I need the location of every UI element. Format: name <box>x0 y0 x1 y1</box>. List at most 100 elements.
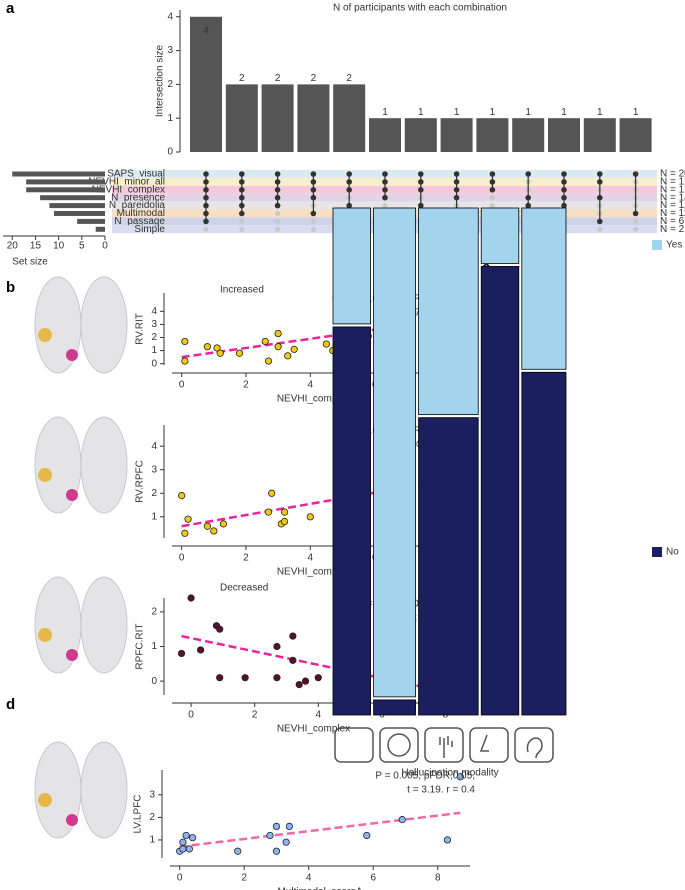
matrix-dot <box>597 179 603 185</box>
bar <box>583 118 616 152</box>
point <box>274 329 282 338</box>
bar <box>476 118 509 152</box>
y-tick-label: 2 <box>151 332 157 343</box>
y-tick-label: 2 <box>149 812 155 823</box>
point <box>184 515 192 523</box>
point <box>216 674 224 682</box>
x-tick-label: 4 <box>308 553 314 564</box>
matrix-dot <box>382 179 388 185</box>
x-tick-label: 6 <box>370 873 376 884</box>
matrix-dot-empty <box>239 218 245 224</box>
bar-value-label: 1 <box>490 107 496 118</box>
x-tick-label: 0 <box>179 380 185 391</box>
bar-value-label: 1 <box>525 107 531 118</box>
matrix-dot-empty <box>310 218 316 224</box>
set-size-bar <box>26 187 106 193</box>
y-tick-label: 3 <box>151 319 157 330</box>
stat-annotation: P = 0.005, pFDR,0.05, <box>375 771 475 782</box>
matrix-dot <box>239 194 245 201</box>
legend-swatch <box>652 547 662 557</box>
point <box>443 836 452 844</box>
set-name: N_presence <box>111 192 165 203</box>
matrix-dot <box>561 187 567 193</box>
mosaic-cell <box>418 207 479 416</box>
bar <box>548 118 580 152</box>
point <box>178 492 186 500</box>
y-tick-label: 0 <box>167 147 173 158</box>
matrix-dot-empty <box>489 203 495 209</box>
point <box>285 822 293 831</box>
point <box>284 352 292 360</box>
matrix-dot-empty <box>275 226 281 232</box>
x-axis-label: Hallucination modality <box>401 768 498 779</box>
matrix-dot <box>489 187 496 193</box>
set-size-label: N = 2 <box>660 224 685 235</box>
matrix-dot <box>597 218 603 225</box>
point <box>301 677 310 685</box>
y-tick-label: 1 <box>149 835 155 846</box>
group-label: Increased <box>220 285 264 296</box>
set-size-tick-label: 5 <box>79 241 85 252</box>
set-size-axis-label: Set size <box>12 257 48 268</box>
fit-line <box>179 811 461 848</box>
y-tick-label: 3 <box>149 789 155 800</box>
set-name: NEVHI_complex <box>92 184 165 195</box>
point <box>273 642 281 651</box>
modality-icons <box>334 727 554 763</box>
matrix-dot <box>489 179 496 185</box>
matrix-dot <box>346 187 353 193</box>
mosaic-cell <box>418 417 479 716</box>
bar-value-label: 1 <box>561 107 567 118</box>
x-tick-label: 4 <box>308 380 314 391</box>
y-axis-label: RV.RIT <box>135 313 146 345</box>
set-size-tick-label: 0 <box>102 241 108 252</box>
bar-value-label: 1 <box>597 107 603 118</box>
matrix-dot-empty <box>239 226 245 232</box>
point <box>181 529 189 537</box>
bar <box>333 84 366 152</box>
mosaic-cell <box>480 266 520 716</box>
matrix-dot <box>346 202 353 209</box>
y-tick-label: 4 <box>151 441 157 452</box>
matrix-dot <box>453 187 460 193</box>
matrix-dot-empty <box>275 210 281 217</box>
x-tick-label: 4 <box>306 873 312 884</box>
fit-line <box>181 634 446 693</box>
point <box>235 349 244 357</box>
point <box>197 646 205 654</box>
y-axis-label: LV.LPFC <box>133 795 144 834</box>
mosaic-cell <box>521 207 567 370</box>
matrix-dot-empty <box>310 226 316 232</box>
matrix-dot <box>453 194 460 201</box>
point <box>213 344 221 352</box>
set-size-tick-label: 20 <box>7 241 19 252</box>
y-tick-label: 4 <box>151 306 157 317</box>
matrix-dot <box>274 194 281 201</box>
panel-label: a <box>6 0 15 17</box>
matrix-dot <box>203 187 209 193</box>
point <box>456 773 464 781</box>
bar <box>619 118 652 152</box>
point <box>290 345 298 353</box>
set-size-bar <box>12 171 105 177</box>
set-size-label: N = 17 <box>660 184 685 195</box>
set-size-tick-label: 15 <box>30 241 42 252</box>
point <box>210 527 218 535</box>
point <box>216 625 224 633</box>
set-size-label: N = 6 <box>660 216 685 227</box>
point <box>314 674 322 682</box>
matrix-dot <box>597 194 603 201</box>
matrix-dot <box>632 210 639 217</box>
set-size-bar <box>26 179 106 185</box>
matrix-dot <box>310 187 317 193</box>
matrix-dot <box>561 194 567 201</box>
point <box>179 838 187 846</box>
point <box>182 831 190 840</box>
point <box>272 822 281 831</box>
x-tick-label: 2 <box>243 553 249 564</box>
matrix-dot <box>561 171 567 177</box>
point <box>266 831 274 840</box>
mosaic-cell <box>332 326 371 716</box>
bar <box>261 84 294 152</box>
matrix-dot <box>382 187 388 193</box>
